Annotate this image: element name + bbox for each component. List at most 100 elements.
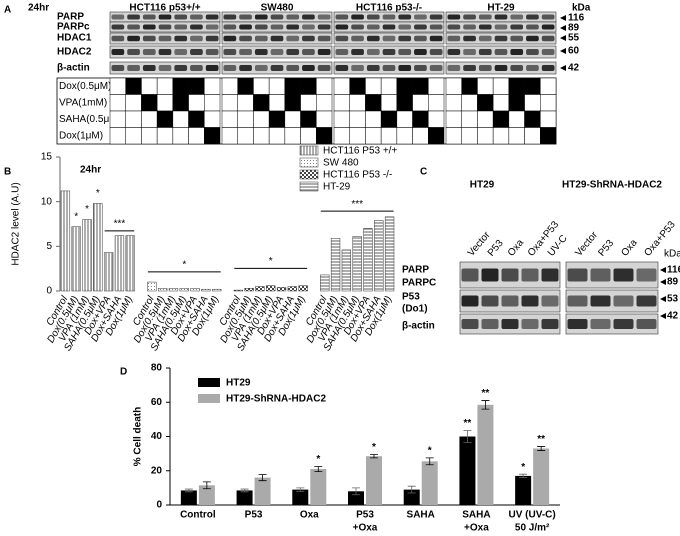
blot-band [270, 14, 284, 20]
bar [352, 236, 362, 292]
treatment-cell [316, 94, 333, 112]
y-axis-title: HDAC2 level (A.U) [11, 182, 22, 265]
blot-band [481, 268, 499, 282]
marker-arrow [660, 313, 666, 319]
bar [298, 285, 308, 292]
blot-band [335, 35, 349, 42]
blot-band [286, 49, 300, 55]
time-label: 24hr [80, 165, 101, 176]
x-tick-label: +Oxa [353, 523, 378, 534]
bar [341, 249, 352, 292]
blot-band [382, 14, 396, 20]
treatment-cell [284, 77, 301, 95]
marker-arrow [660, 267, 666, 273]
protein-label: β-actin [57, 63, 90, 74]
annotation: * [74, 211, 78, 222]
treatment-cell [268, 127, 286, 145]
x-tick-label: Control [180, 510, 216, 521]
treatment-cell [477, 77, 494, 95]
treatment-cell [365, 94, 382, 112]
legend-label: HCT116 P53 +/+ [323, 146, 397, 157]
marker-arrow [560, 65, 566, 71]
marker-arrow [660, 279, 666, 285]
treatment-cell [109, 77, 126, 95]
marker-label: 53 [667, 294, 679, 305]
blot-band [481, 295, 499, 307]
blot-band [478, 14, 492, 20]
protein-label: (Do1) [402, 304, 428, 315]
blot-band [190, 14, 203, 20]
bar [236, 490, 253, 505]
blot-band [317, 65, 331, 71]
treatment-cell [141, 127, 158, 145]
annotation: * [85, 204, 89, 215]
treatment-cell [492, 110, 510, 128]
protein-label: PARP [57, 12, 84, 23]
treatment-cell [477, 94, 494, 112]
blot-band [447, 24, 461, 30]
blot-band [463, 49, 476, 55]
protein-label: β-actin [402, 321, 435, 332]
bar [201, 288, 211, 292]
treatment-cell [188, 94, 205, 112]
blot-band [541, 35, 555, 42]
legend-label: HT-29 [323, 182, 351, 193]
treatment-cell [461, 77, 478, 95]
marker-arrow [560, 48, 566, 54]
blot-band [414, 24, 427, 30]
marker-arrow [560, 25, 566, 31]
bar [60, 190, 71, 292]
blot-band [254, 65, 268, 71]
blot-band [481, 319, 499, 329]
treatment-label: Dox(0.5μM) [59, 81, 111, 92]
treatment-cell [396, 77, 413, 95]
treatment-cell [141, 110, 158, 128]
blot-band [286, 35, 300, 42]
treatment-cell [477, 110, 494, 128]
annotation: * [521, 462, 525, 473]
bar [403, 489, 420, 505]
bar [363, 228, 373, 292]
treatment-cell [445, 94, 462, 112]
legend-label: HCT116 P53 -/- [323, 170, 392, 181]
marker-label: 89 [568, 23, 580, 34]
blot-band [127, 65, 140, 71]
blot-band [541, 14, 555, 20]
bar [103, 252, 114, 292]
treatment-cell [492, 77, 510, 95]
cell-line: HCT116 p53-/- [356, 3, 422, 14]
kda-label: kDa [572, 3, 591, 14]
blot-band [223, 35, 237, 42]
error-bar [296, 487, 305, 492]
treatment-cell [109, 127, 126, 145]
y-tick-label: 60 [151, 397, 163, 408]
treatment-cell [412, 94, 429, 112]
blot-band [239, 14, 252, 20]
y-tick-label: 20 [151, 465, 163, 476]
blot-band [366, 35, 380, 42]
blot-band [190, 35, 203, 42]
marker-arrow [560, 35, 566, 41]
treatment-cell [508, 94, 525, 112]
blot-band [478, 49, 492, 55]
blot-band [366, 49, 380, 55]
bar [320, 274, 330, 292]
time-label: 24hr [28, 3, 49, 14]
bar [477, 404, 494, 505]
treatment-cell [204, 77, 221, 95]
blot-band [239, 24, 252, 30]
panel-label: C [420, 167, 427, 178]
y-tick-label: 10 [41, 196, 53, 207]
x-tick-label: +Oxa [464, 523, 489, 534]
blot-band [205, 49, 219, 55]
treatment-cell [508, 110, 525, 128]
cell-line: HT-29 [487, 3, 515, 14]
error-bar [184, 488, 193, 493]
blot-band [414, 35, 427, 42]
x-tick-label: SAHA [462, 510, 490, 521]
treatment-cell [365, 77, 382, 95]
error-bar [202, 481, 211, 490]
treatment-cell [172, 127, 189, 145]
protein-label: PARPc [57, 22, 90, 33]
legend-swatch [299, 145, 319, 156]
